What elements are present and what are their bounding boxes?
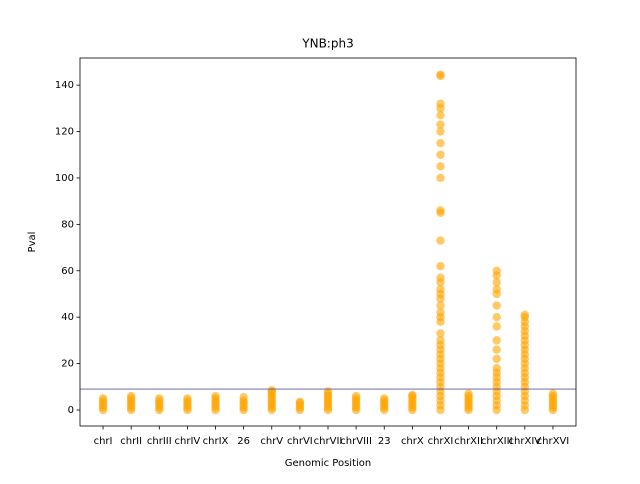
x-tick-label: chrVI bbox=[287, 436, 313, 447]
x-tick-label: chrI bbox=[94, 436, 113, 447]
point bbox=[323, 387, 333, 396]
point bbox=[492, 322, 501, 331]
x-tick-label: chrXII bbox=[454, 436, 483, 447]
point bbox=[155, 394, 164, 403]
point bbox=[295, 397, 305, 407]
x-tick-label: 26 bbox=[237, 436, 250, 447]
point bbox=[436, 301, 445, 310]
point bbox=[464, 389, 473, 398]
point bbox=[492, 285, 501, 294]
x-tick-label: chrIV bbox=[175, 436, 201, 447]
point bbox=[351, 391, 361, 401]
y-tick-label: 20 bbox=[61, 359, 74, 370]
x-axis-label: Genomic Position bbox=[285, 458, 372, 469]
point bbox=[98, 394, 108, 403]
y-tick-label: 100 bbox=[55, 173, 74, 184]
y-tick-label: 40 bbox=[61, 312, 74, 323]
y-tick-label: 80 bbox=[61, 219, 74, 230]
point bbox=[436, 173, 445, 183]
point bbox=[436, 261, 445, 271]
point bbox=[436, 138, 445, 148]
point bbox=[436, 99, 445, 108]
point bbox=[436, 127, 445, 136]
point bbox=[211, 391, 220, 401]
point bbox=[548, 389, 558, 398]
point bbox=[492, 364, 501, 373]
x-tick-label: 23 bbox=[378, 436, 391, 447]
y-tick-label: 120 bbox=[55, 127, 74, 138]
point bbox=[492, 354, 501, 364]
x-tick-label: chrVIII bbox=[340, 436, 372, 447]
point bbox=[492, 278, 501, 287]
x-tick-label: chrXI bbox=[428, 436, 454, 447]
point bbox=[436, 150, 445, 159]
point bbox=[436, 236, 445, 245]
point bbox=[436, 162, 445, 171]
point bbox=[436, 336, 445, 345]
point bbox=[267, 386, 276, 395]
point bbox=[492, 336, 501, 345]
point bbox=[492, 345, 501, 354]
point bbox=[436, 273, 445, 282]
x-tick-label: chrX bbox=[401, 436, 424, 447]
point bbox=[436, 308, 445, 317]
y-tick-label: 0 bbox=[68, 405, 74, 416]
point bbox=[492, 301, 501, 310]
x-tick-label: chrXIV bbox=[509, 436, 542, 447]
point bbox=[436, 70, 445, 79]
point bbox=[408, 390, 417, 400]
point bbox=[492, 266, 501, 275]
x-tick-label: chrXVI bbox=[537, 436, 570, 447]
x-tick-label: chrV bbox=[260, 436, 283, 447]
plot-frame bbox=[79, 57, 577, 427]
plot-area bbox=[80, 70, 576, 415]
point bbox=[520, 310, 530, 320]
y-tick-label: 140 bbox=[55, 80, 74, 91]
point bbox=[239, 393, 248, 402]
point bbox=[436, 329, 445, 338]
point bbox=[126, 391, 136, 401]
x-tick-label: chrII bbox=[120, 436, 142, 447]
point bbox=[183, 394, 192, 403]
x-tick-label: chrIX bbox=[203, 436, 229, 447]
x-tick-label: chrVII bbox=[314, 436, 343, 447]
x-tick-label: chrXIII bbox=[481, 436, 513, 447]
point bbox=[436, 111, 445, 120]
chart-title: YNB:ph3 bbox=[301, 37, 353, 51]
x-tick-label: chrIII bbox=[147, 436, 172, 447]
point bbox=[436, 206, 445, 215]
point bbox=[380, 394, 389, 403]
y-tick-label: 60 bbox=[61, 266, 74, 277]
point bbox=[492, 312, 501, 322]
point bbox=[436, 120, 445, 129]
y-axis-label: Pval bbox=[27, 232, 38, 253]
point bbox=[436, 285, 445, 294]
